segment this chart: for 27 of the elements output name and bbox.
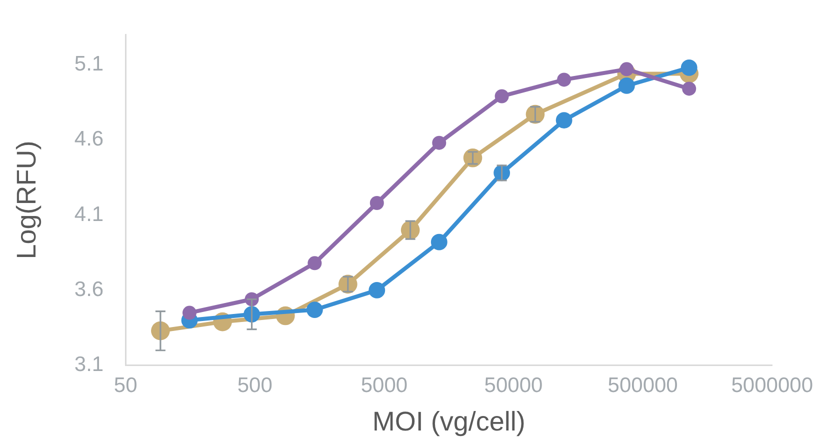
y-tick-label: 5.1 [74,52,104,76]
y-tick-label: 4.6 [74,128,104,151]
x-tick-label: 5000 [360,374,408,397]
x-tick-label: 50 [114,374,138,397]
y-tick-label: 4.1 [74,202,104,226]
point [557,72,572,87]
x-tick-label: 500000 [608,374,678,397]
point [308,256,322,270]
point [494,89,509,104]
point [370,196,384,210]
x-tick-label: 500 [237,374,272,397]
x-tick-label: 5000000 [731,374,814,397]
y-tick-label: 3.1 [74,353,104,376]
point [682,82,696,96]
point [680,59,698,76]
point [620,62,634,76]
y-axis-title: Log(RFU) [12,140,42,260]
point [306,302,323,318]
point [432,136,446,150]
point [556,112,572,129]
point [182,306,196,320]
x-axis-title: MOI (vg/cell) [372,406,526,436]
point [430,234,448,250]
point [618,78,635,94]
point [368,282,386,298]
x-tick-label: 50000 [484,374,543,397]
y-tick-label: 3.6 [74,278,104,302]
